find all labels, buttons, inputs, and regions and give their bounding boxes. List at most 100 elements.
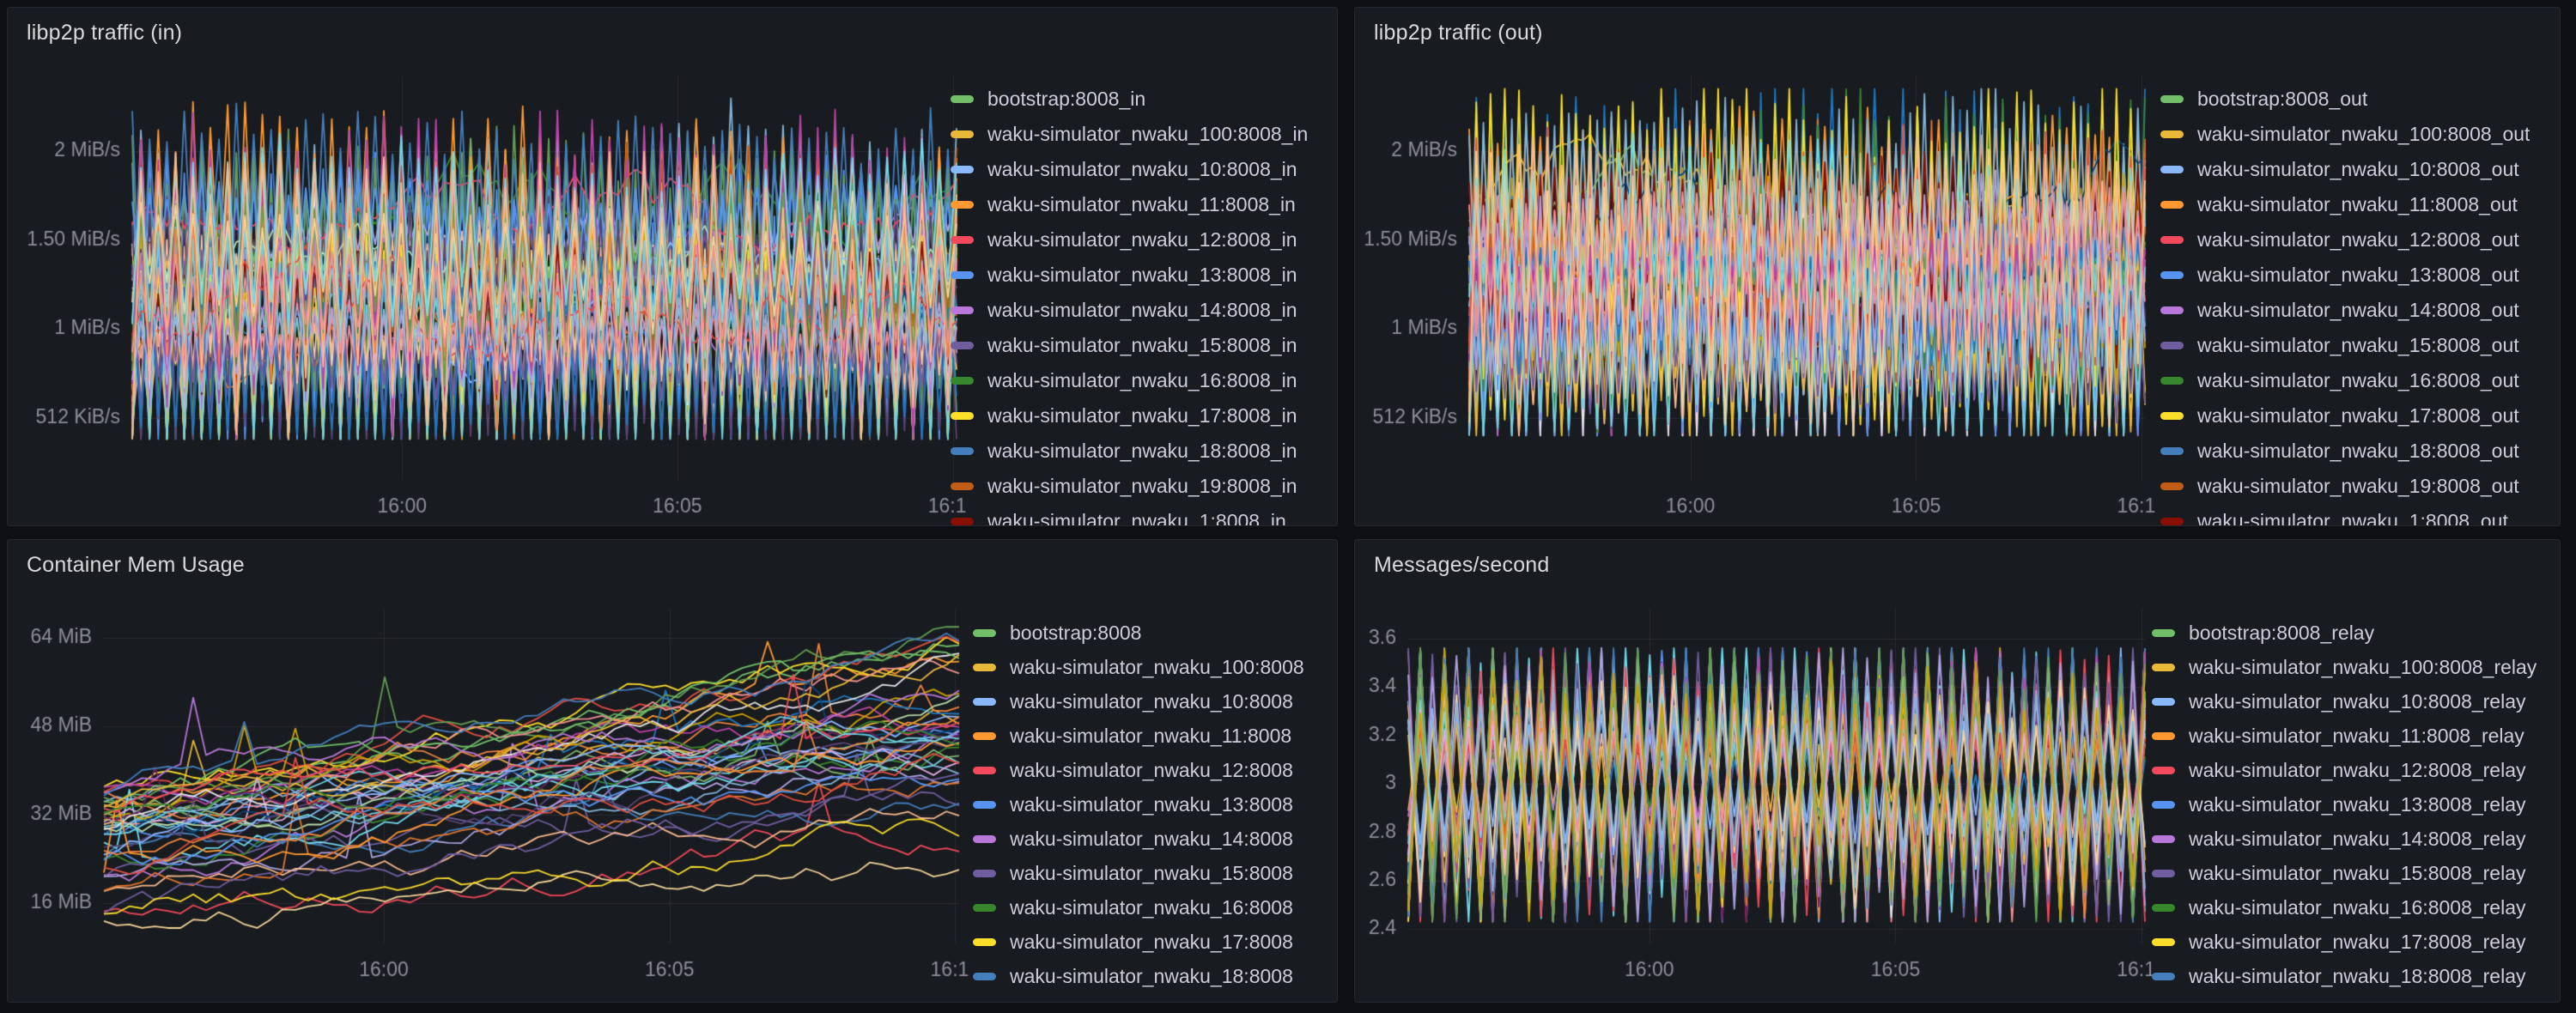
legend-item[interactable]: waku-simulator_nwaku_15:8008_relay (2152, 856, 2551, 890)
legend-item[interactable]: waku-simulator_nwaku_13:8008_out (2160, 258, 2551, 293)
legend-item[interactable]: waku-simulator_nwaku_16:8008_in (951, 363, 1328, 398)
legend-item[interactable]: waku-simulator_nwaku_17:8008_relay (2152, 925, 2551, 959)
legend-color-swatch (2152, 834, 2175, 843)
legend-item[interactable]: waku-simulator_nwaku_11:8008_relay (2152, 719, 2551, 753)
panel-libp2p-traffic-in: libp2p traffic (in) bootstrap:8008_in wak… (7, 7, 1338, 526)
legend-item[interactable]: waku-simulator_nwaku_14:8008_out (2160, 293, 2551, 328)
legend-item[interactable]: waku-simulator_nwaku_100:8008_relay (2152, 650, 2551, 684)
legend-item[interactable]: bootstrap:8008_out (2160, 82, 2551, 117)
legend-item[interactable]: waku-simulator_nwaku_12:8008_in (951, 222, 1328, 258)
legend-color-swatch (2152, 800, 2175, 809)
legend-item[interactable]: waku-simulator_nwaku_15:8008_in (951, 328, 1328, 363)
legend-color-swatch (973, 937, 996, 946)
legend-color-swatch (973, 766, 996, 774)
legend-item[interactable]: waku-simulator_nwaku_1:8008_in (951, 504, 1328, 525)
legend-series-label: waku-simulator_nwaku_12:8008_out (2197, 228, 2519, 251)
legend-item[interactable]: waku-simulator_nwaku_16:8008 (973, 890, 1328, 925)
panel-title-libp2p-traffic-out[interactable]: libp2p traffic (out) (1374, 21, 1543, 45)
panel-title-libp2p-traffic-in[interactable]: libp2p traffic (in) (27, 21, 183, 45)
legend-item[interactable]: waku-simulator_nwaku_17:8008_out (2160, 398, 2551, 434)
legend-series-label: waku-simulator_nwaku_10:8008_relay (2189, 689, 2526, 713)
legend-series-label: waku-simulator_nwaku_13:8008_out (2197, 264, 2519, 286)
legend-item[interactable]: waku-simulator_nwaku_11:8008_in (951, 187, 1328, 222)
legend-item[interactable]: waku-simulator_nwaku_17:8008_in (951, 398, 1328, 434)
legend-series-label: waku-simulator_nwaku_13:8008_relay (2189, 792, 2526, 816)
legend-color-swatch (973, 628, 996, 637)
legend-item[interactable]: waku-simulator_nwaku_1:8008_out (2160, 504, 2551, 525)
time-series-chart-mem-usage[interactable] (8, 540, 1337, 1002)
legend-color-swatch (2160, 412, 2184, 420)
legend-series-label: waku-simulator_nwaku_15:8008 (1010, 861, 1293, 884)
legend-series-label: bootstrap:8008_out (2197, 88, 2368, 110)
legend-item[interactable]: bootstrap:8008 (973, 616, 1328, 650)
legend-item[interactable]: waku-simulator_nwaku_19:8008_in (951, 469, 1328, 504)
legend-item[interactable]: waku-simulator_nwaku_13:8008_in (951, 258, 1328, 293)
legend-series-label: bootstrap:8008 (1010, 621, 1142, 644)
legend-item[interactable]: waku-simulator_nwaku_18:8008_out (2160, 434, 2551, 469)
legend-item[interactable]: waku-simulator_nwaku_13:8008 (973, 787, 1328, 822)
legend-series-label: waku-simulator_nwaku_14:8008 (1010, 827, 1293, 850)
time-series-chart-libp2p-in[interactable] (8, 8, 1337, 525)
legend-color-swatch (973, 834, 996, 843)
legend-item[interactable]: waku-simulator_nwaku_18:8008 (973, 959, 1328, 993)
legend-color-swatch (951, 306, 974, 314)
legend-item[interactable]: waku-simulator_nwaku_19:8008_out (2160, 469, 2551, 504)
legend-item[interactable]: waku-simulator_nwaku_10:8008 (973, 684, 1328, 719)
legend-item[interactable]: waku-simulator_nwaku_11:8008_out (2160, 187, 2551, 222)
legend-item[interactable]: waku-simulator_nwaku_13:8008_relay (2152, 787, 2551, 822)
legend-item[interactable]: waku-simulator_nwaku_14:8008_in (951, 293, 1328, 328)
legend-series-label: waku-simulator_nwaku_100:8008_relay (2189, 655, 2537, 678)
legend-series-label: waku-simulator_nwaku_17:8008 (1010, 930, 1293, 953)
legend-item[interactable]: waku-simulator_nwaku_16:8008_out (2160, 363, 2551, 398)
legend-series-label: waku-simulator_nwaku_18:8008 (1010, 964, 1293, 987)
legend-color-swatch (2160, 377, 2184, 385)
legend-color-swatch (2152, 869, 2175, 877)
legend-item[interactable]: waku-simulator_nwaku_100:8008_in (951, 117, 1328, 152)
legend-series-label: waku-simulator_nwaku_16:8008 (1010, 895, 1293, 919)
time-series-chart-messages[interactable] (1355, 540, 2560, 1002)
legend-color-swatch (973, 869, 996, 877)
time-series-chart-libp2p-out[interactable] (1355, 8, 2560, 525)
legend-item[interactable]: waku-simulator_nwaku_100:8008 (973, 650, 1328, 684)
legend-series-label: waku-simulator_nwaku_18:8008_in (987, 440, 1297, 462)
legend-item[interactable]: bootstrap:8008_in (951, 82, 1328, 117)
legend-color-swatch (2160, 130, 2184, 138)
legend-item[interactable]: waku-simulator_nwaku_12:8008 (973, 753, 1328, 787)
legend-color-swatch (951, 377, 974, 385)
legend-series-label: waku-simulator_nwaku_15:8008_relay (2189, 861, 2526, 884)
panel-container-mem-usage: Container Mem Usage bootstrap:8008 waku-s… (7, 539, 1338, 1003)
legend-item[interactable]: waku-simulator_nwaku_14:8008_relay (2152, 822, 2551, 856)
legend-color-swatch (951, 95, 974, 103)
legend-item[interactable]: waku-simulator_nwaku_17:8008 (973, 925, 1328, 959)
legend-series-label: waku-simulator_nwaku_100:8008 (1010, 655, 1304, 678)
legend-item[interactable]: waku-simulator_nwaku_10:8008_relay (2152, 684, 2551, 719)
legend-color-swatch (2160, 201, 2184, 209)
panel-title-messages-per-second[interactable]: Messages/second (1374, 553, 1550, 577)
panel-title-container-mem-usage[interactable]: Container Mem Usage (27, 553, 245, 577)
legend-series-label: waku-simulator_nwaku_11:8008_in (987, 193, 1296, 215)
legend-series-label: waku-simulator_nwaku_17:8008_out (2197, 404, 2519, 427)
legend-item[interactable]: waku-simulator_nwaku_16:8008_relay (2152, 890, 2551, 925)
legend-item[interactable]: waku-simulator_nwaku_12:8008_relay (2152, 753, 2551, 787)
legend-item[interactable]: waku-simulator_nwaku_15:8008 (973, 856, 1328, 890)
legend-series-label: waku-simulator_nwaku_17:8008_in (987, 404, 1297, 427)
legend-item[interactable]: waku-simulator_nwaku_10:8008_out (2160, 152, 2551, 187)
legend-item[interactable]: waku-simulator_nwaku_18:8008_in (951, 434, 1328, 469)
legend-item[interactable]: waku-simulator_nwaku_12:8008_out (2160, 222, 2551, 258)
legend-color-swatch (951, 201, 974, 209)
legend-item[interactable]: waku-simulator_nwaku_10:8008_in (951, 152, 1328, 187)
legend-item[interactable]: waku-simulator_nwaku_100:8008_out (2160, 117, 2551, 152)
legend-item[interactable]: waku-simulator_nwaku_14:8008 (973, 822, 1328, 856)
legend-color-swatch (2152, 937, 2175, 946)
legend-series-label: waku-simulator_nwaku_18:8008_relay (2189, 964, 2526, 987)
legend-item[interactable]: waku-simulator_nwaku_11:8008 (973, 719, 1328, 753)
legend-color-swatch (2160, 95, 2184, 103)
legend-series-label: bootstrap:8008_relay (2189, 621, 2375, 644)
legend-color-swatch (2152, 697, 2175, 706)
legend-series-label: waku-simulator_nwaku_12:8008_in (987, 228, 1297, 251)
legend-item[interactable]: waku-simulator_nwaku_15:8008_out (2160, 328, 2551, 363)
legend-series-label: waku-simulator_nwaku_100:8008_out (2197, 123, 2530, 145)
legend-item[interactable]: waku-simulator_nwaku_18:8008_relay (2152, 959, 2551, 993)
legend-series-label: waku-simulator_nwaku_14:8008_in (987, 299, 1297, 321)
legend-item[interactable]: bootstrap:8008_relay (2152, 616, 2551, 650)
